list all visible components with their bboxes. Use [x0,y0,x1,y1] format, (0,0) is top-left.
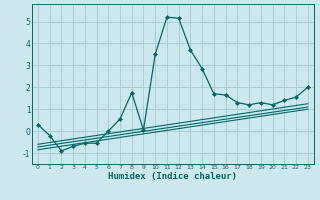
X-axis label: Humidex (Indice chaleur): Humidex (Indice chaleur) [108,172,237,181]
